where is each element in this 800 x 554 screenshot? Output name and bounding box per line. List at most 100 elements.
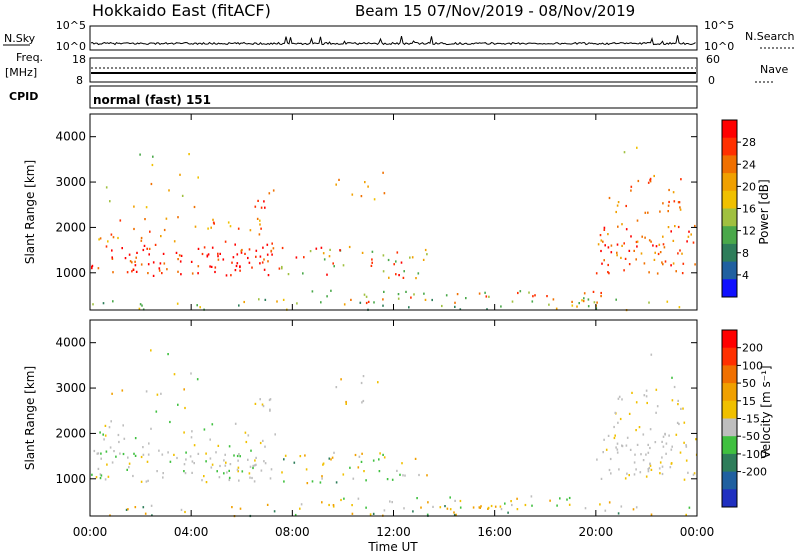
range-time-cell [100, 474, 103, 477]
range-time-cell [176, 456, 178, 460]
colorbar-tick-label: 100 [742, 359, 763, 372]
range-time-cell [110, 233, 113, 236]
range-time-cell [252, 466, 254, 470]
range-time-cell [600, 249, 602, 253]
range-time-cell [162, 252, 165, 255]
range-time-cell [177, 270, 179, 273]
range-time-cell [262, 439, 264, 442]
range-time-cell [648, 467, 651, 470]
range-time-cell [223, 459, 225, 462]
range-time-cell [383, 509, 386, 512]
range-time-cell [205, 460, 207, 463]
colorbar-swatch [722, 243, 737, 263]
range-time-cell [237, 470, 239, 473]
range-time-cell [600, 239, 603, 242]
range-time-cell [330, 458, 332, 461]
range-time-cell [261, 403, 264, 406]
range-time-cell [245, 440, 248, 444]
range-time-cell [209, 457, 212, 460]
range-time-cell [216, 470, 218, 473]
range-time-cell [239, 269, 241, 272]
range-time-cell [147, 272, 149, 275]
range-time-cell [677, 252, 679, 255]
range-time-cell [510, 500, 512, 503]
range-time-cell [233, 454, 235, 457]
range-time-cell [649, 180, 652, 183]
range-time-cell [252, 464, 254, 467]
range-time-cell [603, 226, 606, 229]
range-time-cell [250, 449, 252, 452]
range-time-cell [335, 386, 338, 389]
range-time-cell [621, 398, 623, 401]
range-tick-label: 1000 [55, 266, 86, 280]
range-time-cell [382, 171, 384, 174]
range-time-cell [340, 498, 342, 502]
range-time-cell [248, 248, 251, 251]
range-time-cell [363, 470, 365, 473]
range-time-cell [370, 264, 373, 267]
range-time-cell [99, 473, 102, 476]
range-time-cell [616, 448, 619, 451]
range-time-cell [206, 255, 209, 258]
range-time-cell [351, 193, 354, 196]
range-time-cell [185, 458, 187, 461]
range-time-cell [360, 460, 363, 463]
range-time-cell [311, 480, 314, 483]
range-time-cell [223, 472, 225, 475]
range-time-cell [371, 261, 373, 264]
range-time-cell [100, 452, 102, 455]
range-time-cell [237, 466, 240, 469]
range-time-cell [326, 295, 328, 298]
range-time-cell [644, 236, 646, 239]
range-time-cell [207, 227, 209, 230]
range-time-cell [549, 499, 551, 502]
range-time-cell [183, 388, 185, 391]
nave-label: Nave [760, 63, 788, 76]
range-time-cell [396, 251, 399, 254]
range-time-cell [626, 436, 629, 439]
range-time-cell [685, 459, 688, 462]
range-time-cell [396, 469, 398, 472]
range-tick-label: 2000 [55, 220, 86, 234]
range-time-cell [321, 475, 323, 478]
range-time-cell [640, 252, 643, 255]
range-time-cell [191, 460, 194, 463]
range-time-cell [95, 476, 98, 479]
range-time-cell [173, 240, 176, 243]
colorbar-tick-label: 12 [742, 225, 756, 238]
range-time-cell [217, 258, 220, 261]
range-time-cell [228, 478, 231, 482]
range-time-cell [139, 303, 142, 306]
cpid-program: normal (fast) 151 [93, 93, 211, 107]
range-time-cell [681, 272, 684, 275]
range-time-cell [671, 445, 673, 448]
range-time-cell [687, 471, 689, 474]
range-time-cell [104, 478, 107, 481]
range-time-cell [281, 246, 284, 250]
range-time-cell [623, 151, 626, 154]
range-time-cell [111, 257, 114, 260]
range-time-cell [267, 260, 269, 263]
power-scatter [91, 146, 696, 312]
range-time-cell [659, 472, 661, 475]
range-time-cell [343, 303, 346, 306]
range-time-cell [653, 258, 656, 261]
range-time-cell [345, 402, 347, 405]
range-time-cell [617, 201, 620, 204]
time-tick-label: 04:00 [174, 525, 209, 539]
range-time-cell [635, 258, 637, 261]
range-time-cell [361, 401, 363, 404]
range-time-cell [185, 451, 187, 454]
range-time-cell [211, 246, 214, 249]
time-axis: 00:00 04:00 08:00 12:00 16:00 20:00 00:00 [73, 114, 714, 539]
range-time-cell [658, 467, 661, 470]
range-time-cell [608, 272, 610, 275]
range-time-cell [517, 291, 519, 295]
range-time-cell [293, 461, 296, 464]
range-time-cell [377, 381, 379, 384]
range-time-cell [237, 227, 240, 230]
range-time-cell [662, 243, 665, 246]
range-time-cell [247, 434, 250, 437]
range-time-cell [382, 304, 384, 307]
range-time-cell [641, 235, 643, 238]
